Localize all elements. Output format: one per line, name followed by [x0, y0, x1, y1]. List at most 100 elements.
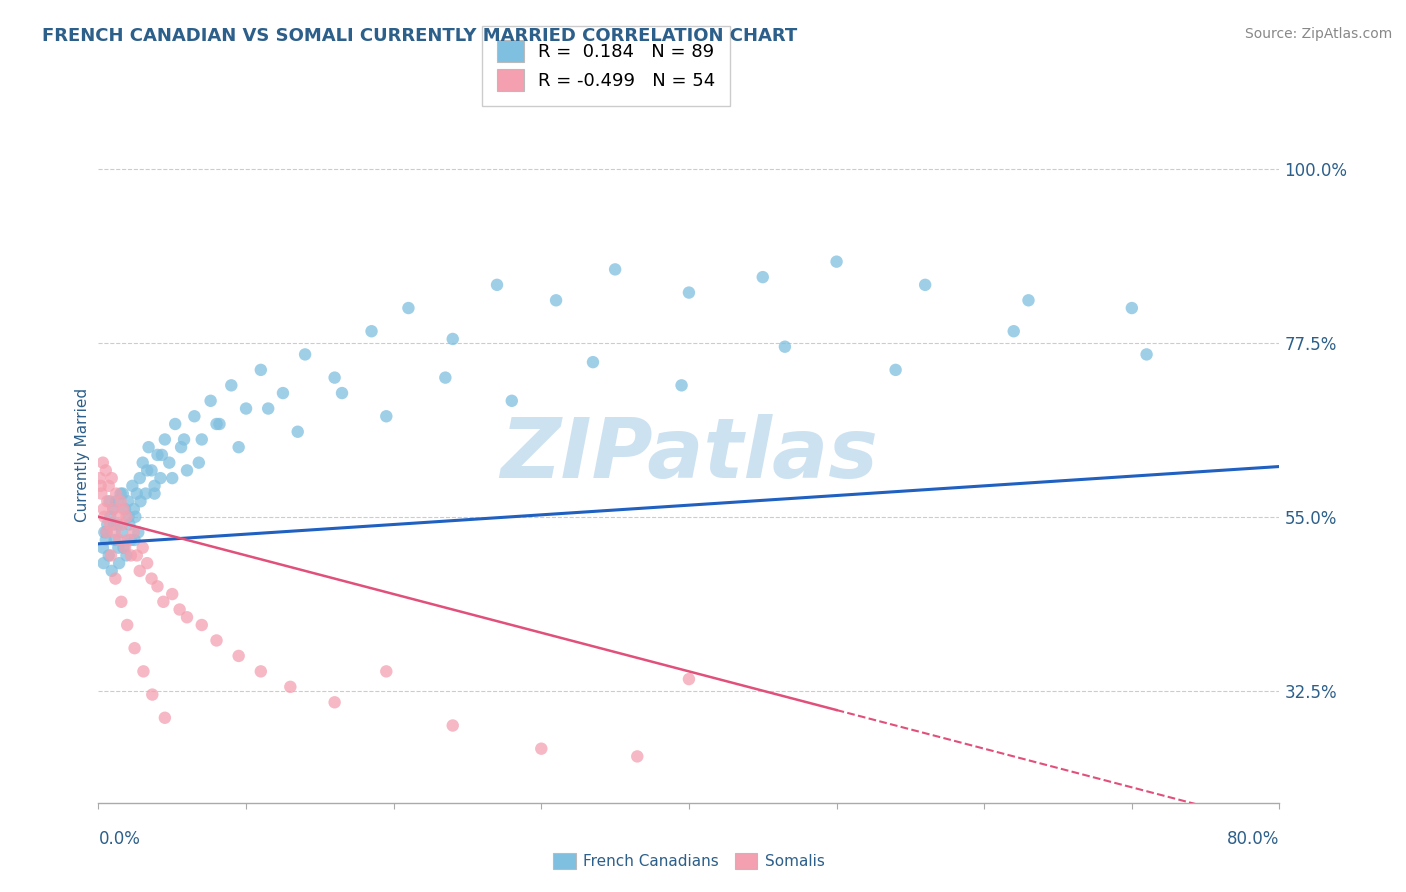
Text: Source: ZipAtlas.com: Source: ZipAtlas.com: [1244, 27, 1392, 41]
Point: [375, 409, 398, 424]
Point: [136, 463, 159, 477]
Point: [441, 332, 464, 346]
Point: [441, 718, 464, 732]
Point: [117, 533, 139, 547]
Point: [205, 633, 228, 648]
Point: [108, 533, 131, 547]
Point: [103, 502, 125, 516]
Point: [271, 386, 294, 401]
Point: [117, 494, 139, 508]
Point: [112, 541, 135, 555]
Point: [330, 386, 353, 401]
Point: [121, 479, 143, 493]
Point: [110, 494, 132, 508]
Point: [90, 486, 112, 500]
Point: [1017, 293, 1039, 308]
Point: [162, 471, 183, 485]
Point: [176, 463, 198, 477]
Point: [396, 301, 419, 315]
Point: [375, 665, 398, 679]
Point: [1135, 347, 1157, 361]
Point: [114, 541, 136, 555]
Point: [150, 448, 173, 462]
Point: [157, 456, 180, 470]
Point: [105, 494, 128, 508]
Point: [97, 479, 120, 493]
Point: [153, 711, 176, 725]
Point: [143, 486, 166, 500]
Point: [141, 572, 163, 586]
Point: [100, 549, 122, 563]
Point: [138, 440, 160, 454]
Point: [149, 471, 172, 485]
Point: [773, 340, 796, 354]
Text: FRENCH CANADIAN VS SOMALI CURRENTLY MARRIED CORRELATION CHART: FRENCH CANADIAN VS SOMALI CURRENTLY MARR…: [42, 27, 797, 45]
Point: [208, 417, 231, 431]
Point: [132, 456, 155, 470]
Point: [183, 409, 205, 424]
Point: [91, 541, 114, 555]
Point: [360, 324, 382, 338]
Point: [287, 425, 309, 439]
Point: [90, 479, 112, 493]
Text: 0.0%: 0.0%: [98, 830, 141, 847]
Point: [146, 579, 169, 593]
Point: [191, 618, 214, 632]
Point: [228, 440, 250, 454]
Legend: French Canadians, Somalis: French Canadians, Somalis: [547, 847, 831, 875]
Point: [98, 509, 121, 524]
Point: [546, 293, 568, 308]
Point: [107, 509, 129, 524]
Point: [187, 456, 209, 470]
Point: [169, 602, 191, 616]
Point: [94, 533, 117, 547]
Point: [115, 509, 138, 524]
Point: [122, 525, 145, 540]
Point: [1121, 301, 1143, 315]
Point: [530, 741, 553, 756]
Point: [125, 486, 148, 500]
Point: [153, 433, 176, 447]
Point: [114, 502, 136, 516]
Point: [250, 363, 273, 377]
Point: [103, 502, 125, 516]
Point: [124, 533, 146, 547]
Point: [108, 556, 131, 570]
Point: [107, 541, 129, 555]
Point: [671, 378, 693, 392]
Point: [294, 347, 316, 361]
Point: [605, 262, 627, 277]
Point: [135, 486, 157, 500]
Point: [626, 749, 648, 764]
Point: [582, 355, 605, 369]
Point: [107, 517, 129, 532]
Point: [93, 556, 115, 570]
Point: [141, 463, 163, 477]
Point: [165, 417, 187, 431]
Point: [110, 486, 132, 500]
Point: [278, 680, 302, 694]
Point: [219, 378, 243, 392]
Point: [120, 533, 142, 547]
Point: [128, 471, 150, 485]
Point: [146, 448, 169, 462]
Point: [162, 587, 183, 601]
Point: [104, 572, 127, 586]
Point: [96, 525, 118, 540]
Point: [89, 471, 111, 485]
Point: [118, 509, 141, 524]
Point: [120, 549, 142, 563]
Point: [124, 509, 146, 524]
Point: [434, 370, 457, 384]
Point: [128, 564, 150, 578]
Text: ZIPatlas: ZIPatlas: [501, 415, 877, 495]
Point: [110, 595, 132, 609]
Point: [143, 479, 166, 493]
Point: [825, 254, 848, 268]
Point: [136, 556, 159, 570]
Point: [98, 494, 121, 508]
Point: [250, 665, 273, 679]
Point: [100, 564, 122, 578]
Point: [103, 517, 125, 532]
Point: [235, 401, 257, 416]
